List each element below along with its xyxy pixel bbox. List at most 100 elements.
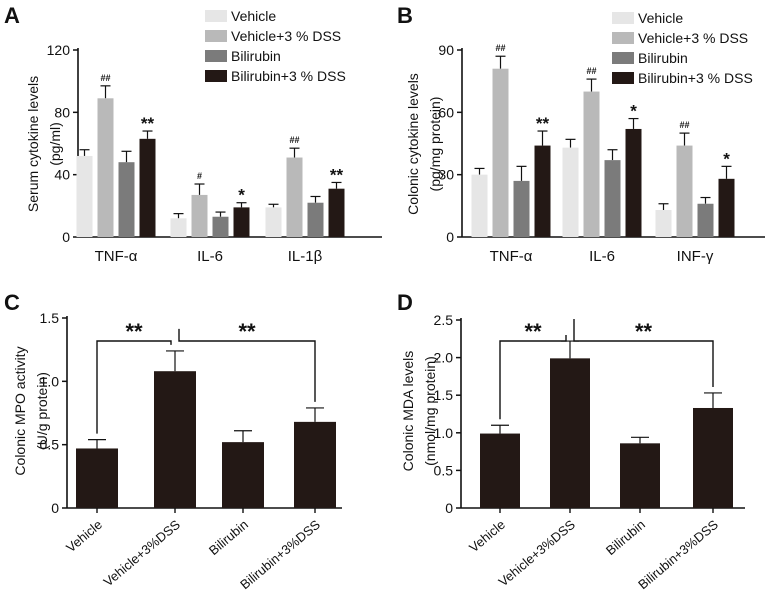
bar [604,160,621,237]
bar [492,68,509,237]
significance-mark: ## [679,120,689,130]
bar [265,207,282,237]
panel-c: 0 0.5 1.0 1.5 Colonic MPO activity (U/g prote… [4,290,342,592]
y-tick-label: 1.0 [40,373,60,389]
bar [655,209,672,237]
significance-mark: ## [495,43,505,53]
x-category-label: TNF-α [490,248,533,265]
bar [693,407,733,508]
bar [76,155,93,237]
legend-swatch [612,12,634,24]
bar [307,202,324,237]
y-tick-label: 0 [446,229,454,245]
bar [97,98,114,237]
bar [154,371,196,508]
y-axis-label: Serum cytokine levels [25,76,41,212]
y-tick-label: 2.5 [434,312,454,328]
legend-swatch [612,72,634,84]
significance-mark: ## [586,66,596,76]
y-axis-label: (U/g protein) [34,372,50,450]
y-tick-label: 0.5 [40,437,60,453]
legend-swatch [205,50,227,62]
bar [222,442,264,508]
y-tick-label: 80 [54,104,70,120]
y-tick-label: 0.5 [434,462,454,478]
bar [718,178,735,237]
legend-label: Bilirubin [638,50,688,66]
x-category-label: TNF-α [95,248,138,265]
legend-label: Vehicle [638,10,683,26]
significance-mark: ## [100,73,110,83]
significance-bracket [573,319,714,387]
legend-label: Bilirubin+3 % DSS [638,70,753,86]
y-axis-label: (nmol/mg protein) [422,356,438,466]
y-axis-label: Colonic MDA levels [400,351,416,472]
significance-mark: * [238,186,245,205]
bar [471,174,488,237]
y-axis-label: Colonic cytokine levels [405,73,421,215]
x-category-label: IL-6 [197,248,223,265]
bar [513,180,530,237]
y-axis-label: (pg/ml) [47,122,63,166]
y-tick-label: 0 [62,229,70,245]
bar [233,207,250,237]
legend-label: Bilirubin+3 % DSS [231,68,346,84]
x-category-label: Vehicle [63,517,105,555]
panel-b: 0 30 60 90 Colonic cytokine levels (pg/mg pro… [397,3,765,265]
x-category-label: Bilirubin+3%DSS [635,517,721,593]
y-axis-label: Colonic MPO activity [12,346,28,475]
significance-mark: ** [330,165,344,184]
significance-bracket [178,328,316,402]
y-tick-label: 40 [54,167,70,183]
y-tick-label: 1.0 [434,425,454,441]
y-tick-label: 60 [438,104,454,120]
significance-mark: ** [238,319,256,344]
x-category-label: Bilirubin [206,517,251,558]
y-axis-label: (pg/mg protein) [427,97,443,192]
y-tick-label: 0 [445,500,453,516]
significance-bracket [499,335,567,420]
bar [534,145,551,237]
y-tick-label: 30 [438,167,454,183]
x-category-label: Bilirubin [603,517,648,558]
legend-label: Vehicle [231,8,276,24]
panel-a: 0 40 80 120 Serum cytokine levels (pg/ml) A ## *… [4,3,382,265]
bar [294,421,336,508]
significance-mark: ** [125,319,143,344]
bar [212,216,229,237]
y-tick-label: 2.0 [434,350,454,366]
bar [625,128,642,237]
legend-swatch [205,10,227,22]
legend-swatch [205,30,227,42]
significance-mark: # [197,171,202,181]
significance-bracket [96,340,172,434]
x-category-label: Vehicle+3%DSS [100,517,183,590]
bar [550,358,590,508]
x-category-label: Vehicle+3%DSS [495,517,578,590]
significance-mark: ** [524,319,542,344]
panel-letter: C [4,290,20,315]
panel-letter: D [397,290,413,315]
bar [620,443,660,508]
significance-mark: ## [289,135,299,145]
legend-label: Vehicle+3 % DSS [638,30,748,46]
y-tick-label: 1.5 [434,387,454,403]
bar [139,138,156,237]
y-tick-label: 90 [438,42,454,58]
bar [118,162,135,237]
legend-label: Bilirubin [231,48,281,64]
significance-mark: ** [141,114,155,133]
bar [562,147,579,237]
panel-d: 0 0.5 1.0 1.5 2.0 2.5 Colonic MDA levels (nmol/… [397,290,745,592]
significance-mark: ** [635,319,653,344]
x-category-label: IL-1β [288,248,323,265]
bar [286,157,303,237]
x-category-label: IL-6 [589,248,615,265]
legend-swatch [205,70,227,82]
bar [583,91,600,237]
significance-mark: * [630,102,637,121]
significance-mark: * [723,149,730,168]
legend-swatch [612,52,634,64]
y-tick-label: 1.5 [40,310,60,326]
panel-letter: A [4,3,20,28]
